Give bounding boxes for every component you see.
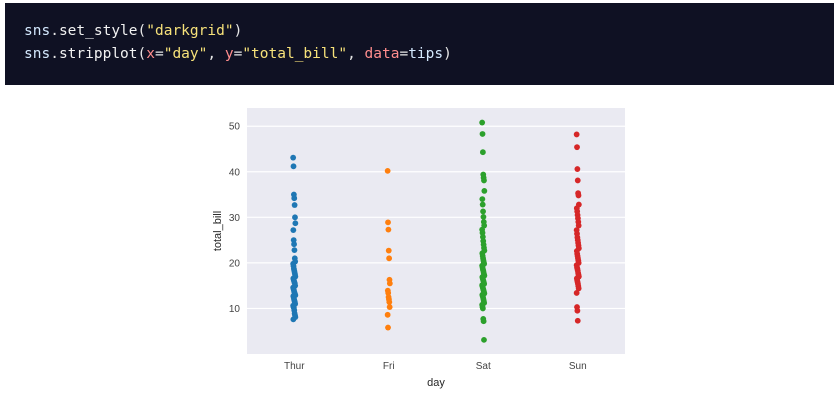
data-point-fri (386, 299, 393, 305)
data-point-fri (385, 247, 392, 254)
data-point-sat (479, 149, 486, 156)
data-point-sun (573, 131, 580, 138)
data-points (290, 119, 582, 343)
data-point-thur (291, 202, 298, 208)
code-token: , (347, 46, 365, 62)
data-point-thur (292, 214, 298, 221)
code-token: . (50, 23, 59, 39)
code-token: ( (137, 23, 147, 39)
data-point-sun (574, 177, 581, 184)
data-point-sat (479, 196, 486, 203)
data-point-fri (386, 255, 393, 262)
data-point-thur (290, 227, 297, 233)
y-tick-label: 50 (229, 122, 241, 133)
code-token: = (154, 46, 164, 62)
data-point-thur (292, 220, 299, 227)
code-block: sns.set_style("darkgrid") sns.stripplot(… (5, 3, 834, 85)
code-token: stripplot (58, 46, 138, 62)
plot-area (247, 108, 625, 354)
data-point-fri (385, 219, 391, 226)
code-token: sns (24, 23, 51, 39)
data-point-thur (291, 247, 298, 254)
code-token: tips (408, 46, 444, 62)
data-point-sun (574, 144, 580, 151)
data-point-sun (575, 222, 582, 229)
x-tick-label: Sat (476, 361, 491, 372)
x-tick-label: Thur (284, 361, 305, 372)
data-point-fri (384, 311, 391, 318)
code-token: ) (233, 23, 243, 39)
y-tick-label: 20 (229, 258, 241, 269)
code-token: ( (137, 46, 147, 62)
data-point-sat (479, 131, 486, 137)
data-point-sun (574, 307, 581, 314)
data-point-thur (291, 241, 297, 248)
data-point-sun (575, 285, 582, 292)
data-point-sat (481, 177, 487, 184)
code-token: . (50, 46, 59, 62)
y-axis-label: total_bill (212, 211, 224, 251)
data-point-thur (290, 316, 297, 323)
code-token: data (364, 46, 400, 62)
data-point-fri (386, 280, 393, 287)
code-token: x (146, 46, 155, 62)
data-point-sun (575, 192, 582, 199)
data-point-sat (481, 336, 487, 343)
data-point-fri (385, 226, 392, 233)
code-token: = (233, 46, 243, 62)
data-point-sun (573, 290, 580, 296)
y-tick-label: 30 (229, 213, 241, 224)
code-token: "day" (163, 46, 208, 62)
data-point-thur (291, 195, 298, 202)
data-point-sun (574, 166, 581, 172)
x-tick-label: Sun (569, 361, 587, 372)
code-line-2: sns.stripplot(x="day", y="total_bill", d… (24, 43, 834, 66)
data-point-fri (385, 324, 391, 331)
data-point-sat (479, 119, 486, 126)
code-line-1: sns.set_style("darkgrid") (24, 20, 834, 43)
data-point-fri (386, 304, 393, 310)
x-tick-label: Fri (383, 361, 395, 372)
data-point-sat (481, 188, 488, 194)
y-tick-label: 10 (229, 304, 241, 315)
data-point-fri (384, 167, 391, 174)
code-token: set_style (58, 23, 138, 39)
code-token: "darkgrid" (146, 23, 234, 39)
code-token: , (207, 46, 225, 62)
code-token: = (399, 46, 409, 62)
data-point-sat (479, 201, 486, 208)
code-token: ) (443, 46, 452, 62)
grid-lines (247, 125, 625, 310)
data-point-sat (479, 305, 486, 312)
data-point-sat (480, 213, 487, 220)
code-token: y (224, 46, 234, 62)
data-point-sat (480, 208, 486, 215)
data-point-thur (290, 154, 297, 161)
x-tick-labels: Thur Fri Sat Sun (284, 361, 587, 372)
y-tick-label: 40 (229, 167, 241, 178)
strip-plot: 10 20 30 40 50 Thur Fri Sat Sun day total_bill (212, 108, 625, 389)
data-point-sun (574, 317, 581, 324)
y-tick-labels: 10 20 30 40 50 (229, 122, 241, 315)
code-token: "total_bill" (242, 46, 348, 62)
data-point-thur (290, 163, 297, 170)
code-token: sns (24, 46, 51, 62)
x-axis-label: day (427, 377, 445, 389)
data-point-sat (480, 318, 487, 325)
